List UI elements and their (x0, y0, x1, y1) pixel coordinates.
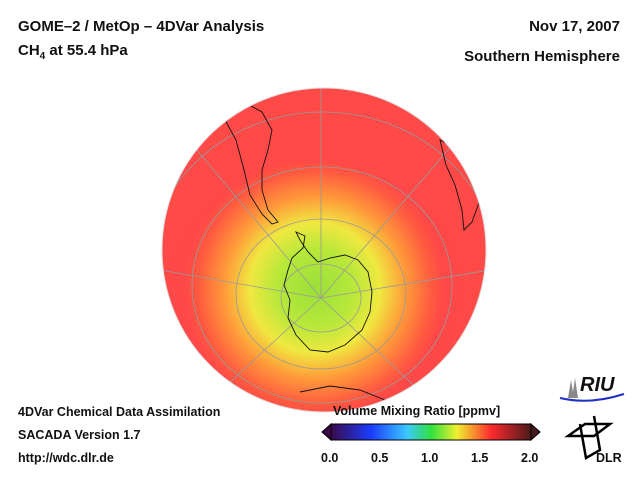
globe-outline (161, 87, 487, 413)
footer-link[interactable]: http://wdc.dlr.de (18, 451, 114, 465)
colorbar-tick-0: 0.0 (321, 451, 339, 465)
graticule (162, 88, 486, 412)
riu-logo (559, 378, 625, 402)
colorbar-max-arrow (530, 422, 541, 442)
species-prefix: CH (18, 42, 40, 59)
dlr-logo (564, 415, 614, 460)
date-label: Nov 17, 2007 (529, 18, 620, 35)
colorbar-tick-2: 1.0 (421, 451, 439, 465)
species-label: CH4 at 55.4 hPa (18, 42, 128, 62)
footer-line-1: 4DVar Chemical Data Assimilation (18, 405, 221, 419)
species-subscript: 4 (39, 51, 46, 62)
dlr-logo-text: DLR (596, 451, 622, 465)
plot-title: GOME–2 / MetOp – 4DVar Analysis (18, 18, 265, 35)
colorbar-title: Volume Mixing Ratio [ppmv] (333, 404, 501, 418)
species-suffix: at 55.4 hPa (45, 42, 128, 59)
riu-logo-text: RIU (580, 374, 615, 396)
region-label: Southern Hemisphere (464, 48, 620, 65)
colorbar-tick-4: 2.0 (521, 451, 539, 465)
footer-line-2: SACADA Version 1.7 (18, 428, 141, 442)
colorbar-tick-3: 1.5 (471, 451, 489, 465)
colorbar-tick-1: 0.5 (371, 451, 389, 465)
colorbar (330, 423, 532, 441)
ch4-field (165, 163, 465, 412)
colorbar-min-arrow (321, 422, 332, 442)
coastlines (219, 97, 481, 401)
